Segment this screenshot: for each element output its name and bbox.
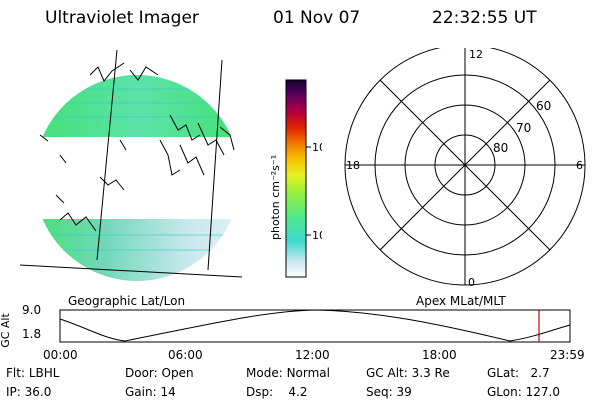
- instrument-title: Ultraviolet Imager: [45, 8, 199, 28]
- right-panel-label: Apex MLat/MLT: [416, 294, 506, 308]
- colorbar-gradient: [285, 79, 307, 278]
- left-panel-label: Geographic Lat/Lon: [68, 294, 186, 308]
- polar-plot: 12 18 6 0 60 70 80: [344, 48, 586, 288]
- orbit-axis-label: GC Alt: [0, 313, 12, 348]
- status-glon: GLon: 127.0: [487, 385, 560, 399]
- mlt-label-12: 12: [469, 48, 483, 61]
- colorbar-tick-100: 100: [312, 141, 322, 154]
- aurora-bands: [34, 75, 240, 281]
- orbit-xtick-0600: 06:00: [168, 348, 203, 362]
- status-filter: Flt: LBHL: [6, 366, 60, 380]
- orbit-xtick-1800: 18:00: [422, 348, 457, 362]
- status-mode: Mode: Normal: [246, 366, 330, 380]
- orbit-ytick-min: 1.8: [22, 327, 42, 341]
- orbit-ytick-max: 9.0: [22, 303, 42, 317]
- mlt-label-0: 0: [468, 276, 475, 288]
- polar-diagonal-2: [379, 79, 551, 251]
- mlt-label-6: 6: [576, 159, 583, 172]
- lat-label-70: 70: [516, 121, 531, 135]
- lat-label-60: 60: [536, 99, 551, 113]
- orbit-plot: [59, 309, 571, 343]
- coastline-marks: [39, 62, 235, 232]
- image-time: 22:32:55 UT: [432, 8, 537, 28]
- geographic-image: [20, 49, 243, 281]
- status-ip: IP: 36.0: [6, 385, 52, 399]
- lat-label-80: 80: [493, 141, 508, 155]
- mlt-label-18: 18: [346, 159, 360, 172]
- status-door: Door: Open: [125, 366, 194, 380]
- colorbar: 100 10 photon cm⁻²s⁻¹: [269, 79, 322, 278]
- status-glat: GLat: 2.7: [487, 366, 550, 380]
- status-seq: Seq: 39: [366, 385, 412, 399]
- orbit-xtick-0000: 00:00: [43, 348, 78, 362]
- status-gc-alt: GC Alt: 3.3 Re: [366, 366, 450, 380]
- colorbar-tick-10: 10: [312, 229, 322, 242]
- orbit-xtick-2359: 23:59: [550, 348, 585, 362]
- orbit-altitude-curve: [59, 309, 571, 342]
- image-frame-lines: [20, 49, 243, 278]
- status-dsp: Dsp: 4.2: [246, 385, 308, 399]
- colorbar-unit-label: photon cm⁻²s⁻¹: [269, 155, 282, 240]
- status-gain: Gain: 14: [125, 385, 176, 399]
- orbit-xtick-1200: 12:00: [295, 348, 330, 362]
- image-date: 01 Nov 07: [273, 8, 361, 28]
